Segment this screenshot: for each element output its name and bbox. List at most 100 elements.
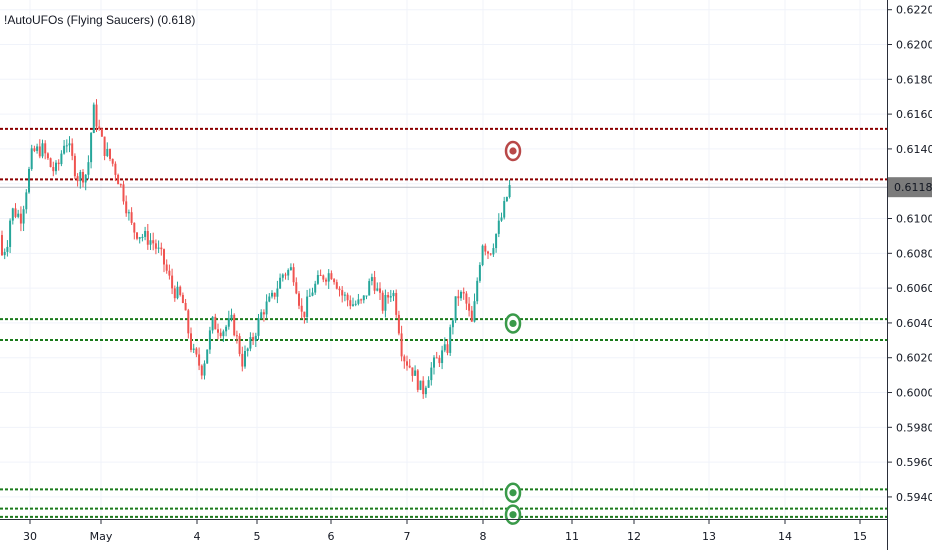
candle-body [338,288,341,291]
candle-body [68,143,71,146]
candle-body [133,222,136,233]
candle-body [73,155,76,177]
candle-body [287,270,290,276]
time-tick-label: 13 [702,530,716,543]
candle-body [152,240,155,244]
candle-body [500,217,503,221]
candle-body [36,146,39,151]
candle-body [343,294,346,296]
candle-body [103,136,106,156]
candle-body [168,270,171,276]
time-tick-label: May [90,530,113,543]
candle-body [384,294,387,311]
candle-body [254,335,257,341]
candle-body [106,148,109,156]
candle-body [119,184,122,186]
candle-body [176,286,179,299]
candle-body [292,267,295,283]
candle-body [146,231,149,245]
candle-body [100,128,103,137]
candle-body [376,288,379,291]
candle-body [451,320,454,328]
candle-body [260,312,263,319]
candle-body [395,292,398,315]
price-axis[interactable]: 0.622000.620000.618000.616000.614000.612… [887,0,932,550]
saucer-dot [509,147,517,155]
candle-body [327,273,330,282]
candle-body [173,288,176,299]
candle-body [233,314,236,336]
candle-body [65,145,68,147]
candle-body [271,292,273,297]
candle-body [481,245,484,266]
candle-body [322,275,325,280]
candle-body [163,249,165,265]
candle-body [354,303,357,305]
time-axis[interactable]: 30 May 4 5 6 7 8 11 12 13 14 15 [0,519,887,543]
candle-body [335,282,338,289]
candle-body [244,351,246,367]
candle-body [408,365,411,368]
candle-body [443,344,446,351]
candle-body [214,316,217,330]
grid [0,0,887,519]
candle-body [476,280,479,302]
candle-body [435,357,438,359]
candle-body [154,243,157,249]
candle-body [473,301,476,322]
candle-body [76,176,79,182]
candle-body [505,197,508,202]
time-tick-label: 8 [480,530,487,543]
candle-body [470,310,473,322]
candle-body [19,213,22,224]
candle-body [365,295,368,297]
time-tick-label: 7 [404,530,411,543]
ufo-saucers [504,140,522,525]
candle-body [462,291,465,294]
candle-body [171,275,174,289]
candle-body [203,363,206,376]
candle-body [460,291,462,299]
candle-body [289,267,292,271]
last-price-label: 0.61180 [894,181,932,194]
time-tick-label: 5 [254,530,261,543]
time-tick-label: 4 [194,530,201,543]
candle-body [438,357,441,364]
candle-body [449,327,452,353]
candle-body [333,279,336,283]
indicator-legend-label[interactable]: !AutoUFOs (Flying Saucers) (0.618) [4,13,196,27]
candle-body [217,329,219,333]
candle-body [238,336,241,354]
candle-body [95,104,98,127]
candle-body [279,277,282,289]
candle-body [206,349,209,364]
candle-body [225,326,228,332]
candle-body [495,233,498,249]
candle-body [419,380,422,390]
candle-body [370,277,373,282]
candle-body [195,348,198,355]
candle-body [362,295,365,301]
candle-body [3,251,6,256]
candle-body [303,311,306,318]
candle-body [181,294,184,303]
candle-body [268,296,271,302]
candle-body [122,184,125,202]
candle-body [6,246,9,252]
candle-body [246,348,249,352]
candle-body [98,126,101,129]
candle-body [46,153,49,159]
candle-body [422,380,425,395]
candle-body [503,201,506,218]
candle-body [14,208,17,217]
candle-body [60,153,63,165]
